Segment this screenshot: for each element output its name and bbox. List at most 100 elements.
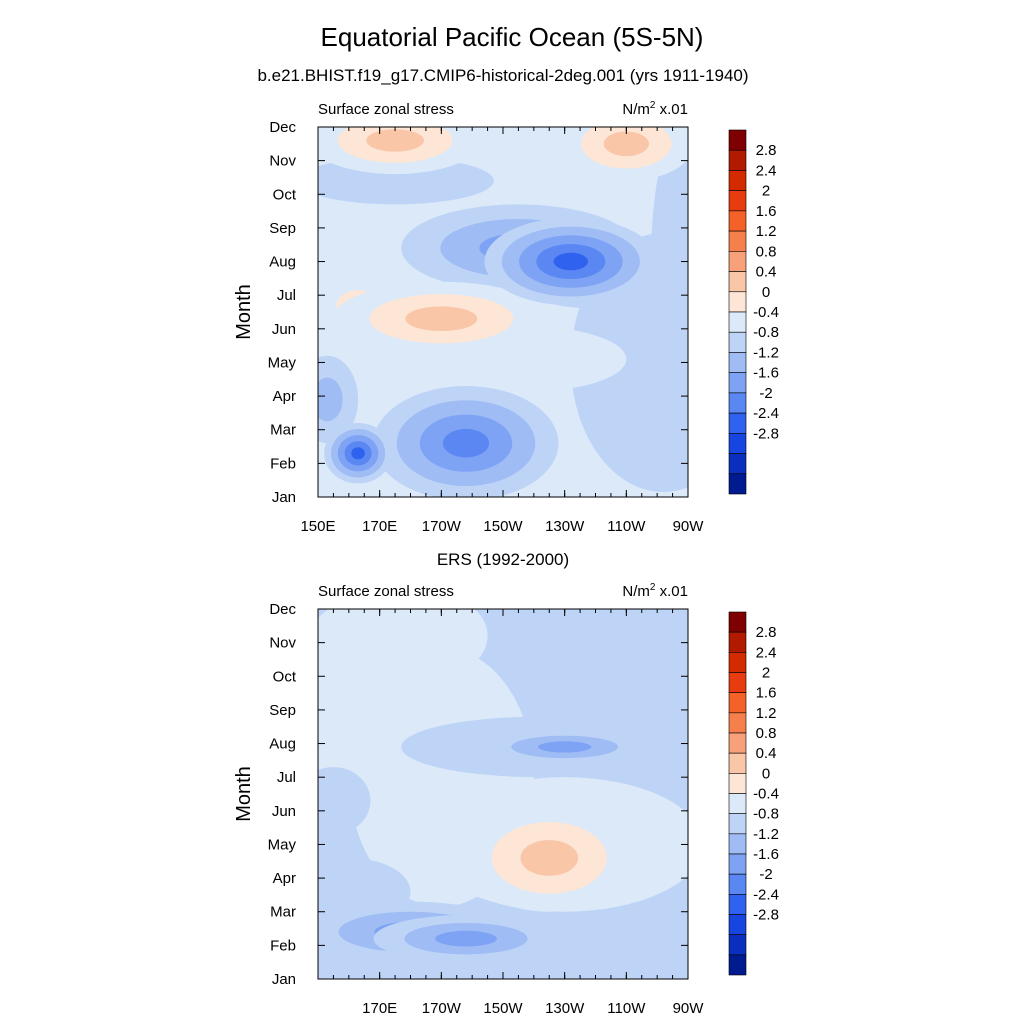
colorbar-box <box>728 914 747 935</box>
variable-label: Surface zonal stress <box>318 583 454 600</box>
colorbar-label: -2 <box>759 385 772 402</box>
y-tick-label: Aug <box>269 736 296 753</box>
colorbar-label: -2.4 <box>753 405 779 422</box>
colorbar-label: 2.4 <box>756 644 777 661</box>
colorbar-box <box>728 453 747 475</box>
x-tick-label: 170W <box>422 518 462 535</box>
contour-feature <box>364 609 488 680</box>
contour-feature <box>435 80 571 120</box>
colorbar-label: 1.2 <box>756 223 777 240</box>
y-tick-label: Aug <box>269 254 296 271</box>
colorbar-box <box>728 372 747 394</box>
colorbar-label: -2 <box>759 866 772 883</box>
contour-feature <box>351 447 365 460</box>
colorbar-label: -1.2 <box>753 344 779 361</box>
y-tick-label: Jun <box>272 803 296 820</box>
y-tick-label: Nov <box>269 635 296 652</box>
contour-feature <box>506 565 592 599</box>
y-axis-label: Month <box>233 284 255 340</box>
colorbar-box <box>728 894 747 915</box>
y-tick-label: Jan <box>272 489 296 506</box>
contour-feature <box>549 609 688 717</box>
x-tick-label: 90W <box>673 1000 705 1017</box>
colorbar-label: 0.8 <box>756 243 777 260</box>
y-tick-label: Mar <box>270 422 296 439</box>
x-tick-label: 90W <box>673 518 705 535</box>
variable-label: Surface zonal stress <box>318 101 454 118</box>
contour-feature <box>537 741 592 753</box>
contour-feature <box>603 131 649 157</box>
panel-bottom: Surface zonal stress N/m2 x.01 Month Jan Feb… <box>233 565 779 1017</box>
colorbar-box <box>728 392 747 414</box>
x-tick-label: 130W <box>545 518 585 535</box>
x-tick-label: 150E <box>300 518 335 535</box>
x-tick-label: 170E <box>362 518 397 535</box>
x-tick-label: 150W <box>483 1000 523 1017</box>
x-tick-label: 170E <box>362 1000 397 1017</box>
x-tick-label: 110W <box>607 518 646 535</box>
colorbar-box <box>728 611 747 633</box>
x-tick-label: 130W <box>545 1000 585 1017</box>
colorbar-label: 2.8 <box>756 142 777 159</box>
colorbar-label: -2.8 <box>753 907 779 924</box>
colorbar-label: -0.8 <box>753 324 779 341</box>
y-tick-label: Dec <box>269 601 296 618</box>
colorbar-label: -1.6 <box>753 846 779 863</box>
panel-title-bottom: ERS (1992-2000) <box>437 550 569 569</box>
y-tick-label: May <box>268 354 297 371</box>
contour-feature <box>318 767 371 835</box>
colorbar-box <box>728 473 747 495</box>
colorbar-label: 2.4 <box>756 162 777 179</box>
colorbar-box <box>728 732 747 754</box>
colorbar-box <box>728 230 747 252</box>
contour-feature <box>442 428 490 458</box>
colorbar-label: -1.6 <box>753 365 779 382</box>
y-tick-label: Jul <box>277 769 296 786</box>
x-tick-label: 110W <box>607 1000 646 1017</box>
colorbar-label: -0.8 <box>753 806 779 823</box>
colorbar-label: 1.6 <box>756 685 777 702</box>
contour-field <box>318 565 688 979</box>
colorbar-box <box>728 954 747 976</box>
y-tick-label: May <box>268 836 297 853</box>
y-tick-label: Apr <box>273 870 296 887</box>
colorbar-label: 0 <box>762 765 770 782</box>
contour-feature <box>435 930 497 947</box>
colorbar-box <box>728 813 747 835</box>
colorbar-box <box>728 873 747 895</box>
colorbar-box <box>728 652 747 673</box>
colorbar-label: 0.4 <box>756 745 777 762</box>
colorbar-box <box>728 712 747 734</box>
colorbar-label: -2.4 <box>753 886 779 903</box>
colorbar-box <box>728 412 747 434</box>
colorbar-label: 2 <box>762 183 770 200</box>
colorbar-box <box>728 433 747 454</box>
colorbar-box <box>728 210 747 232</box>
colorbar-box <box>728 631 747 653</box>
colorbar-box <box>728 129 747 151</box>
y-tick-label: Dec <box>269 119 296 136</box>
y-tick-label: Jan <box>272 971 296 988</box>
y-tick-label: Feb <box>270 455 296 472</box>
units-label: N/m2 x.01 <box>622 100 688 118</box>
colorbar-box <box>728 251 747 272</box>
figure-subtitle: b.e21.BHIST.f19_g17.CMIP6-historical-2de… <box>257 66 748 85</box>
y-tick-label: Sep <box>269 702 296 719</box>
contour-feature <box>405 306 478 332</box>
y-tick-label: Apr <box>273 388 296 405</box>
contour-field <box>318 80 688 497</box>
colorbar-label: 2 <box>762 665 770 682</box>
colorbar-label: -0.4 <box>753 304 779 321</box>
units-label: N/m2 x.01 <box>622 582 688 600</box>
colorbar-label: 0 <box>762 284 770 301</box>
y-tick-label: Mar <box>270 904 296 921</box>
colorbar-box <box>728 190 747 212</box>
colorbar-box <box>728 793 747 814</box>
y-tick-label: Oct <box>273 186 297 203</box>
colorbar-label: 2.8 <box>756 624 777 641</box>
colorbar-label: 1.6 <box>756 203 777 220</box>
colorbar-box <box>728 853 747 875</box>
contour-feature <box>651 127 688 397</box>
y-tick-label: Jun <box>272 321 296 338</box>
